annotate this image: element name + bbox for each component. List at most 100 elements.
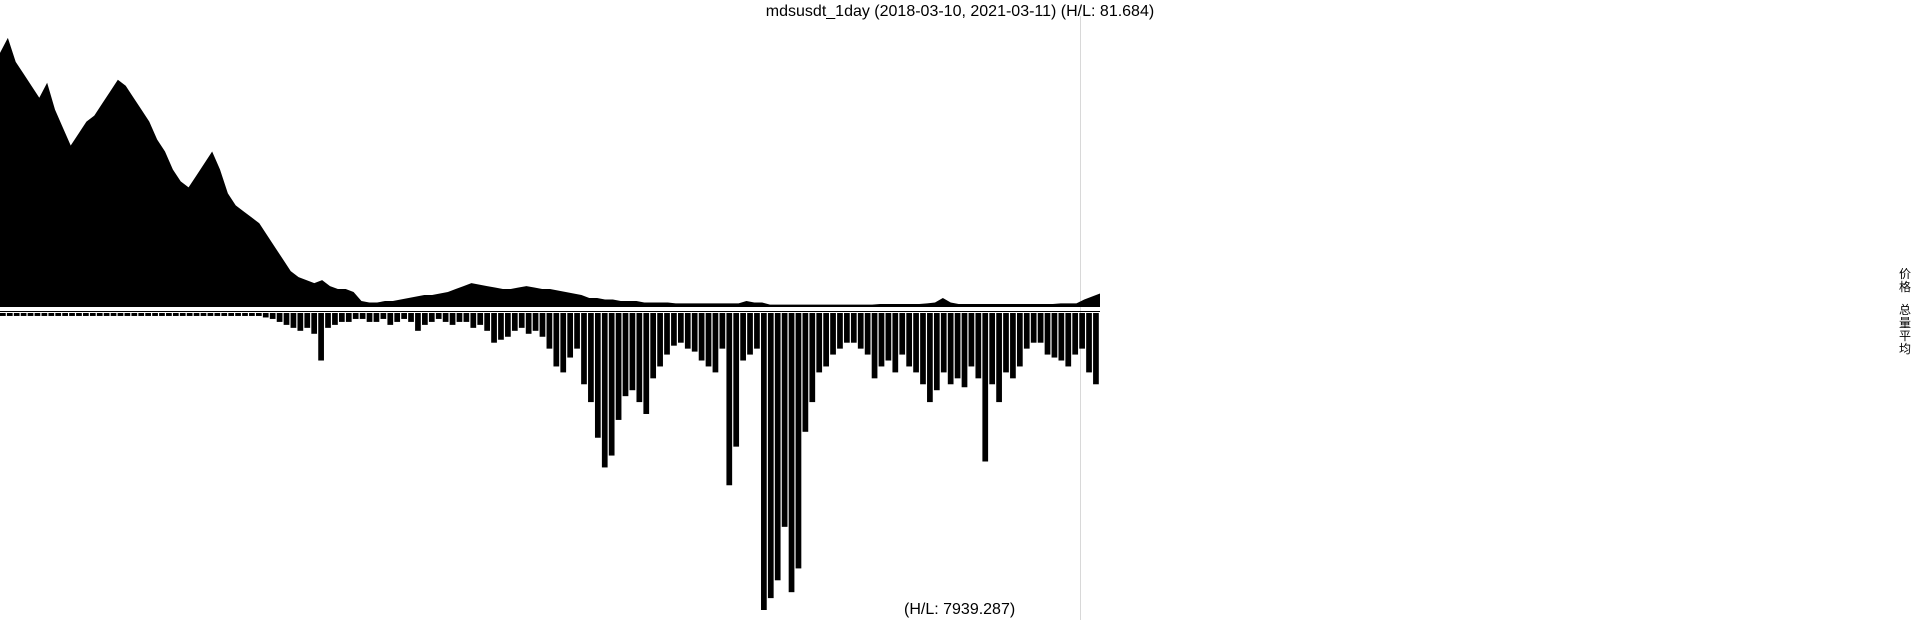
volume-bar: [352, 313, 359, 319]
volume-bar: [290, 313, 297, 328]
volume-bar: [961, 313, 968, 388]
volume-bar: [629, 313, 636, 391]
volume-bar: [982, 313, 989, 462]
volume-bar: [920, 313, 926, 385]
volume-bar: [200, 313, 207, 316]
volume-bar: [373, 313, 380, 322]
volume-bar: [408, 313, 414, 322]
volume-bar: [864, 313, 871, 355]
volume-bar: [989, 313, 996, 385]
volume-bar: [145, 313, 151, 316]
volume-bar: [927, 313, 933, 403]
chart-title: mdsusdt_1day (2018-03-10, 2021-03-11) (H…: [765, 3, 1155, 20]
volume-bar: [380, 313, 387, 319]
volume-bar: [892, 313, 899, 373]
volume-bar: [588, 313, 594, 403]
volume-bar: [560, 313, 567, 373]
volume-bar: [491, 313, 497, 343]
volume-bar: [906, 313, 913, 367]
volume-bar: [650, 313, 657, 379]
volume-bar: [1058, 313, 1065, 361]
volume-bar: [269, 313, 276, 319]
volume-hl-label: (H/L: 7939.287): [904, 601, 1016, 618]
volume-bar: [878, 313, 885, 367]
volume-bar: [366, 313, 373, 322]
volume-bar: [525, 313, 532, 334]
volume-bar: [159, 313, 165, 316]
volume-bar: [345, 313, 352, 322]
volume-bar: [283, 313, 290, 325]
volume-bar: [1072, 313, 1079, 355]
volume-bar: [857, 313, 864, 349]
volume-bar: [761, 313, 767, 610]
volume-bar: [664, 313, 670, 355]
volume-bar: [968, 313, 975, 367]
volume-bar: [788, 313, 795, 593]
volume-bar: [712, 313, 719, 373]
volume-bar: [214, 313, 221, 316]
volume-bar: [387, 313, 394, 325]
volume-bar: [1037, 313, 1044, 343]
volume-bar: [117, 313, 124, 316]
volume-bar: [1010, 313, 1016, 379]
volume-bar: [608, 313, 615, 456]
volume-bar: [940, 313, 947, 373]
volume-bar: [684, 313, 691, 349]
volume-bar: [422, 313, 428, 325]
legend-price: 价格: [1899, 267, 1912, 294]
volume-bar: [186, 313, 193, 316]
volume-bar: [27, 313, 34, 316]
volume-bar: [837, 313, 843, 349]
volume-bar: [435, 313, 442, 319]
volume-bar: [69, 313, 75, 316]
volume-bar: [532, 313, 539, 331]
volume-bar: [249, 313, 255, 316]
volume-bar: [318, 313, 324, 361]
volume-bar: [726, 313, 733, 486]
legend-volume: 总量平均: [1899, 303, 1912, 356]
volume-bar: [636, 313, 643, 403]
volume-bar: [221, 313, 228, 316]
volume-bar: [740, 313, 746, 361]
volume-bar: [456, 313, 463, 322]
volume-bar: [83, 313, 89, 316]
volume-bar: [228, 313, 235, 316]
volume-bar: [1030, 313, 1037, 343]
volume-bar: [546, 313, 553, 349]
volume-bar: [235, 313, 241, 316]
volume-bar: [505, 313, 511, 337]
volume-bar: [885, 313, 892, 361]
volume-bar: [747, 313, 753, 355]
volume-bar: [172, 313, 179, 316]
volume-bar: [401, 313, 407, 319]
volume-bar: [933, 313, 940, 391]
volume-bar: [511, 313, 518, 331]
volume-bar: [55, 313, 62, 316]
side-legend: 价格 总量平均: [1899, 268, 1917, 356]
volume-bar: [698, 313, 705, 361]
volume-bar: [823, 313, 829, 367]
volume-bar: [484, 313, 490, 331]
volume-bar: [311, 313, 318, 334]
volume-bar: [539, 313, 546, 337]
volume-bar: [131, 313, 138, 316]
volume-bar: [20, 313, 27, 316]
volume-bar: [850, 313, 857, 343]
volume-bar: [1065, 313, 1072, 367]
volume-bar: [89, 313, 96, 316]
volume-bar: [276, 313, 283, 322]
volume-bar: [691, 313, 698, 352]
volume-bar: [774, 313, 781, 581]
volume-bar: [0, 313, 6, 316]
volume-bar: [954, 313, 961, 379]
volume-bar: [733, 313, 740, 447]
volume-bar: [470, 313, 477, 328]
volume-bar: [996, 313, 1002, 403]
volume-bar: [1044, 313, 1051, 355]
volume-bar: [1016, 313, 1023, 367]
volume-bar: [844, 313, 850, 343]
volume-bar: [442, 313, 449, 322]
volume-bar: [643, 313, 650, 414]
volume-bar: [138, 313, 145, 316]
